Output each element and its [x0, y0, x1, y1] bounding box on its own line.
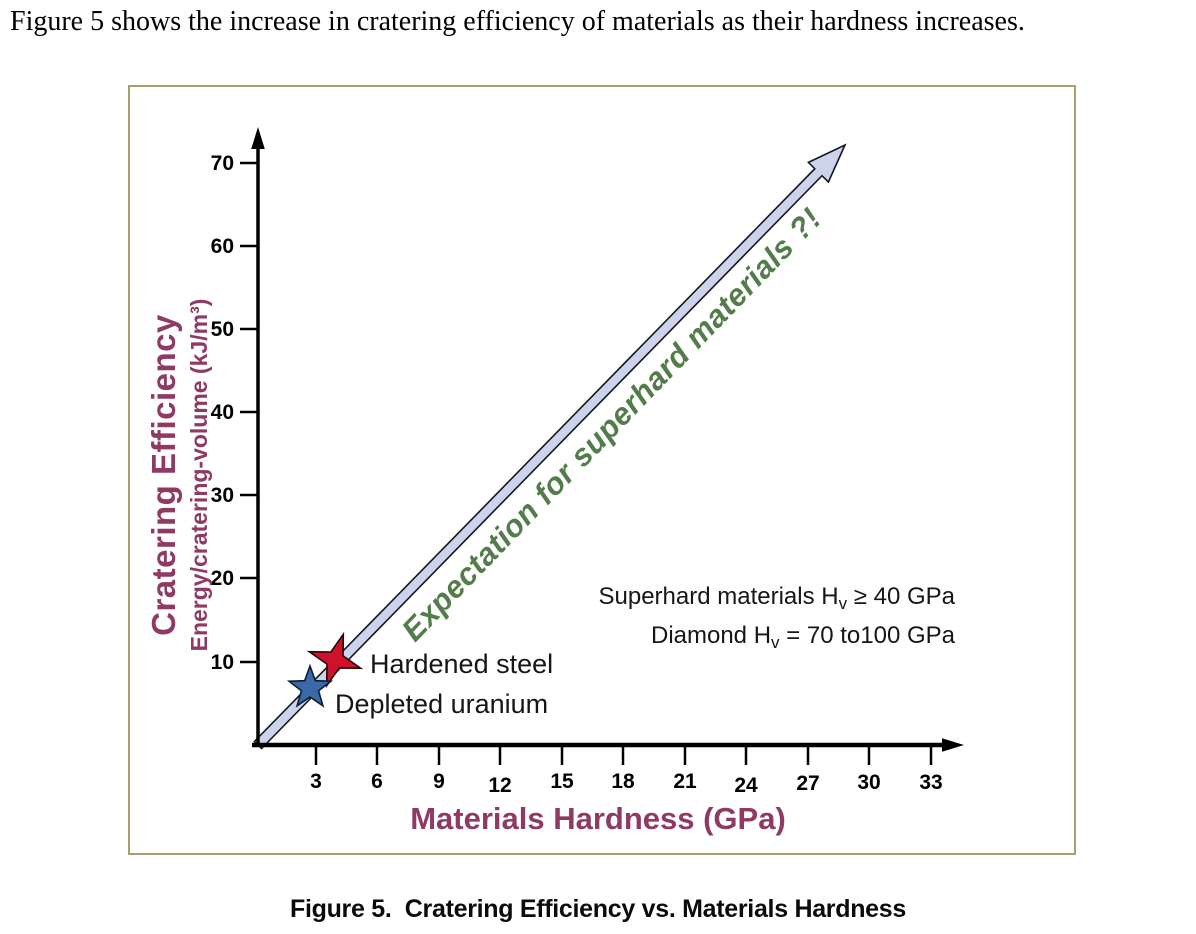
trend-arrow-label: Expectation for superhard materials ?!: [395, 201, 828, 648]
y-tick-label: 10: [211, 651, 234, 674]
y-tick-label: 30: [211, 484, 234, 507]
annotation-diamond: Diamond Hv = 70 to100 GPa: [651, 622, 956, 652]
annotation-superhard: Superhard materials Hv ≥ 40 GPa: [598, 583, 955, 613]
x-tick-label: 24: [734, 774, 758, 797]
trend-arrow: [253, 143, 847, 750]
y-axis-arrowhead-icon: [251, 127, 265, 149]
y-tick-label: 50: [211, 318, 234, 341]
x-tick-label: 3: [310, 770, 322, 793]
x-tick-label: 33: [919, 771, 942, 794]
x-tick-label: 12: [488, 774, 511, 797]
y-tick-label: 60: [211, 235, 234, 258]
y-axis-units: Energy/cratering-volume (kJ/m³): [186, 299, 212, 652]
figure-frame: Expectation for superhard materials ?! 7…: [128, 85, 1076, 855]
y-tick-label: 70: [211, 152, 234, 175]
y-tick-label: 20: [211, 567, 234, 590]
data-point-depleted-uranium-star-icon: [286, 663, 334, 708]
x-tick-label: 21: [673, 770, 697, 793]
y-tick-label: 40: [211, 401, 234, 424]
chart-canvas: Expectation for superhard materials ?! 7…: [145, 127, 964, 836]
figure-caption: Figure 5. Cratering Efficiency vs. Mater…: [290, 895, 906, 923]
x-tick-label: 18: [611, 770, 635, 793]
x-tick-label: 30: [857, 771, 880, 794]
x-tick-label: 15: [550, 770, 574, 793]
point-label-depleted-uranium: Depleted uranium: [335, 689, 548, 719]
point-label-hardened-steel: Hardened steel: [370, 649, 553, 679]
x-tick-label: 9: [433, 770, 445, 793]
intro-sentence: Figure 5 shows the increase in cratering…: [10, 6, 1025, 37]
data-point-hardened-steel-star-icon: [306, 631, 364, 689]
x-axis-arrowhead-icon: [942, 738, 964, 752]
y-axis-title: Cratering Efficiency: [145, 314, 182, 636]
x-axis-title: Materials Hardness (GPa): [410, 801, 786, 836]
x-tick-label: 6: [371, 770, 383, 793]
x-tick-label: 27: [796, 772, 819, 795]
